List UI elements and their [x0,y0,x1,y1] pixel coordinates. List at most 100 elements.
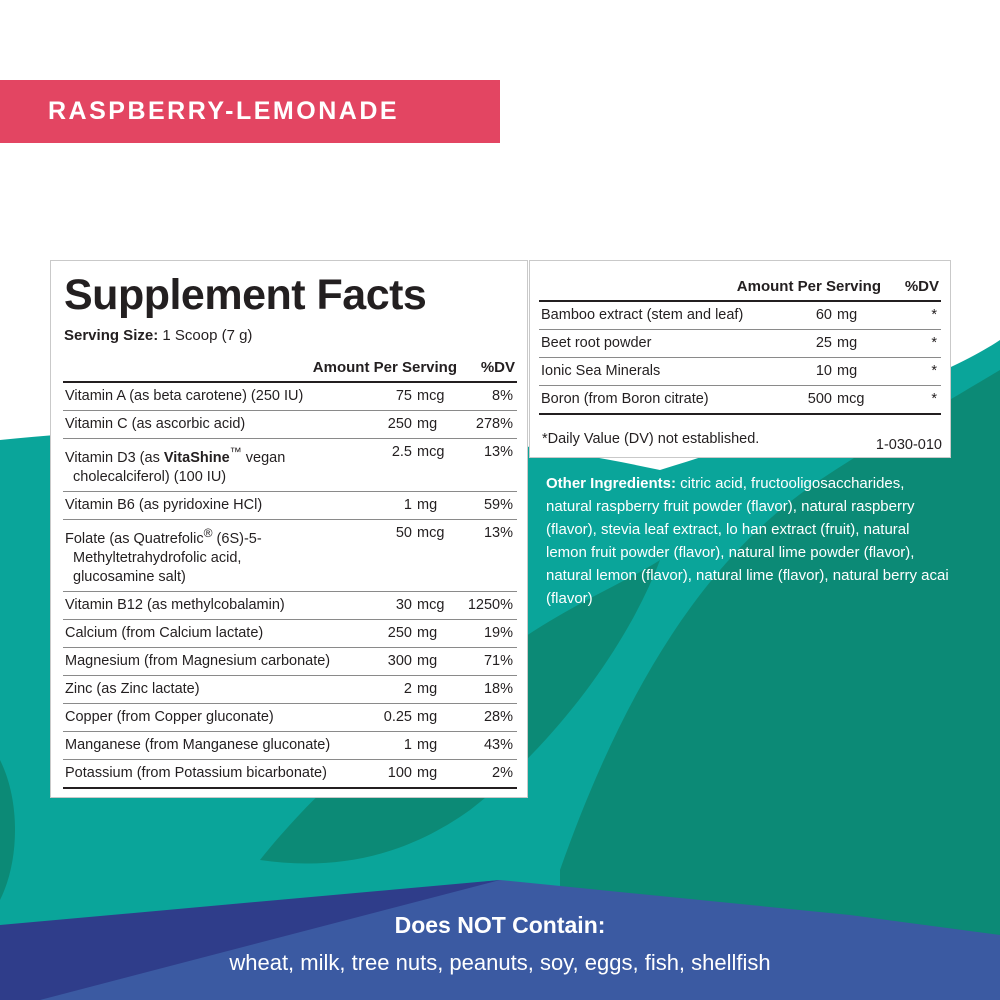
nutrient-unit: mg [415,731,459,760]
serving-size: Serving Size: 1 Scoop (7 g) [64,327,252,344]
nutrient-amount: 100 [369,759,415,789]
table-row: Folate (as Quatrefolic® (6S)-5- Methyltet… [63,519,517,592]
nutrient-name: Vitamin A (as beta carotene) (250 IU) [63,382,369,411]
dark-teal-swoosh [560,370,1000,1000]
ingredient-name: Bamboo extract (stem and leaf) [539,301,777,330]
nutrient-dv: 2% [459,759,517,789]
table-row: Bamboo extract (stem and leaf) 60 mg * [539,301,941,330]
nutrient-amount: 1 [369,491,415,520]
other-ingredients: Other Ingredients: citric acid, fructool… [546,472,954,610]
serving-size-value: 1 Scoop (7 g) [162,327,253,344]
nutrient-name: Potassium (from Potassium bicarbonate) [63,759,369,789]
ingredient-dv: * [883,357,941,386]
nutrient-dv: 8% [459,382,517,411]
product-code: 1-030-010 [875,437,942,453]
nutrient-unit: mg [415,619,459,648]
nutrient-unit: mcg [415,591,459,620]
serving-size-label: Serving Size: [64,327,159,344]
nutrient-name: Manganese (from Manganese gluconate) [63,731,369,760]
nutrient-name: Folate (as Quatrefolic® (6S)-5- Methyltet… [63,519,369,592]
name-line-2: Methyltetrahydrofolic acid, [73,549,242,566]
nutrient-unit: mcg [415,438,459,492]
navy-footer-shape [0,880,500,1000]
ingredient-amount: 10 [777,357,835,386]
nutrient-dv: 71% [459,647,517,676]
allergen-statement: Does NOT Contain: wheat, milk, tree nuts… [0,910,1000,979]
ingredient-unit: mg [835,301,883,330]
name-line-2: cholecalciferol) (100 IU) [73,468,227,485]
table-row: Vitamin B6 (as pyridoxine HCl) 1 mg 59% [63,491,517,520]
table-row: Boron (from Boron citrate) 500 mcg * [539,385,941,415]
nutrient-unit: mg [415,410,459,439]
table-row: Beet root powder 25 mg * [539,329,941,358]
dv-header: %DV [883,274,941,302]
name-part: (6S)-5- [212,530,262,547]
ingredient-unit: mg [835,357,883,386]
name-part: vegan [241,449,286,466]
nutrient-table: Amount Per Serving %DV Vitamin A (as bet… [63,355,517,789]
nutrient-amount: 250 [369,410,415,439]
table-row: Manganese (from Manganese gluconate) 1 m… [63,731,517,760]
table-row: Ionic Sea Minerals 10 mg * [539,357,941,386]
table-row: Potassium (from Potassium bicarbonate) 1… [63,759,517,789]
nutrient-amount: 1 [369,731,415,760]
trademark-symbol: ™ [229,445,242,459]
table-header: Amount Per Serving %DV [63,355,517,383]
table-row: Calcium (from Calcium lactate) 250 mg 19… [63,619,517,648]
nutrient-unit: mcg [415,519,459,592]
nutrient-amount: 2 [369,675,415,704]
ingredient-dv: * [883,329,941,358]
nutrient-unit: mg [415,647,459,676]
nutrient-amount: 50 [369,519,415,592]
nutrient-amount: 75 [369,382,415,411]
ingredient-name: Beet root powder [539,329,777,358]
ingredient-amount: 500 [777,385,835,415]
nutrient-amount: 30 [369,591,415,620]
ingredient-table: Amount Per Serving %DV Bamboo extract (s… [539,274,941,415]
ingredient-dv: * [883,301,941,330]
nutrient-name: Vitamin D3 (as VitaShine™ vegan cholecalc… [63,438,369,492]
nutrient-dv: 18% [459,675,517,704]
nutrient-dv: 13% [459,438,517,492]
nutrient-dv: 28% [459,703,517,732]
ingredient-unit: mg [835,329,883,358]
table-row: Zinc (as Zinc lactate) 2 mg 18% [63,675,517,704]
nutrient-name: Vitamin B6 (as pyridoxine HCl) [63,491,369,520]
table-row: Vitamin A (as beta carotene) (250 IU) 75… [63,382,517,411]
table-row: Vitamin D3 (as VitaShine™ vegan cholecalc… [63,438,517,492]
nutrient-amount: 2.5 [369,438,415,492]
nutrient-name: Magnesium (from Magnesium carbonate) [63,647,369,676]
ingredient-name: Boron (from Boron citrate) [539,385,777,415]
nutrient-unit: mg [415,491,459,520]
supplement-facts-continued-panel: Amount Per Serving %DV Bamboo extract (s… [529,260,951,458]
table-row: Vitamin B12 (as methylcobalamin) 30 mcg … [63,591,517,620]
other-ingredients-label: Other Ingredients: [546,475,677,492]
table-row: Vitamin C (as ascorbic acid) 250 mg 278% [63,410,517,439]
nutrient-amount: 300 [369,647,415,676]
daily-value-note: *Daily Value (DV) not established. [542,431,760,447]
nutrient-unit: mg [415,759,459,789]
nutrient-dv: 59% [459,491,517,520]
flavor-name: RASPBERRY-LEMONADE [48,97,400,125]
nutrient-name: Copper (from Copper gluconate) [63,703,369,732]
brand-name: VitaShine [163,449,230,466]
supplement-facts-title: Supplement Facts [64,271,427,319]
nutrient-unit: mcg [415,382,459,411]
amount-per-serving-header: Amount Per Serving [539,274,883,302]
ingredient-dv: * [883,385,941,415]
nutrient-dv: 278% [459,410,517,439]
nutrient-unit: mg [415,703,459,732]
nutrient-name: Calcium (from Calcium lactate) [63,619,369,648]
amount-per-serving-header: Amount Per Serving [63,355,459,383]
supplement-facts-panel: Supplement Facts Serving Size: 1 Scoop (… [50,260,528,798]
table-row: Magnesium (from Magnesium carbonate) 300… [63,647,517,676]
ingredient-unit: mcg [835,385,883,415]
nutrient-name: Vitamin C (as ascorbic acid) [63,410,369,439]
registered-symbol: ® [203,525,213,540]
allergen-heading: Does NOT Contain: [394,912,606,938]
table-row: Copper (from Copper gluconate) 0.25 mg 2… [63,703,517,732]
allergen-list: wheat, milk, tree nuts, peanuts, soy, eg… [229,950,771,975]
name-part: Vitamin D3 (as [65,449,164,466]
nutrient-name: Vitamin B12 (as methylcobalamin) [63,591,369,620]
ingredient-amount: 60 [777,301,835,330]
